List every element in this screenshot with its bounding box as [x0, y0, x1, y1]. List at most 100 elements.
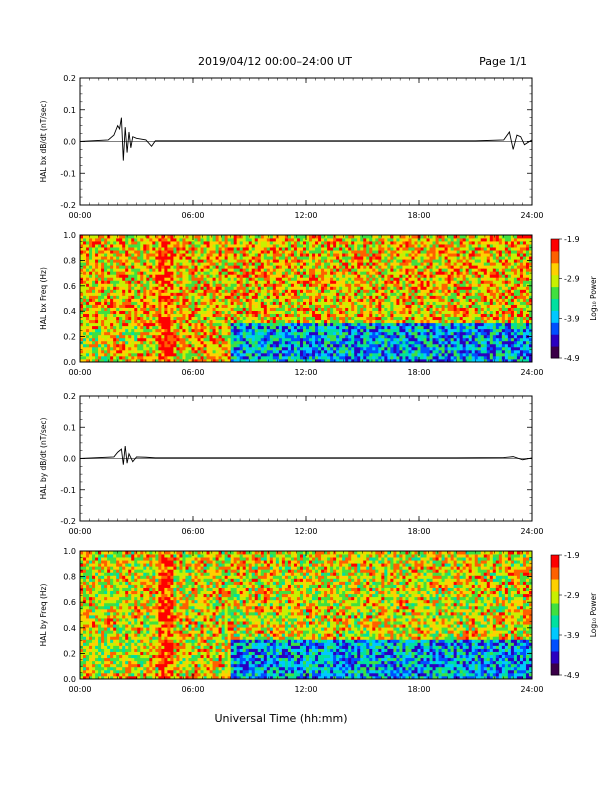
spectrogram-cell [236, 322, 241, 327]
spectrogram-cell [399, 283, 403, 287]
spectrogram-cell [302, 262, 307, 266]
spectrogram-cell [131, 271, 135, 275]
spectrogram-cell [321, 310, 325, 315]
spectrogram-cell [302, 271, 307, 275]
spectrogram-cell [318, 280, 322, 284]
spectrogram-cell [230, 268, 235, 272]
spectrogram-cell [369, 355, 373, 360]
spectrogram-cell [266, 325, 271, 330]
spectrogram-cell [360, 292, 364, 296]
spectrogram-cell [363, 358, 367, 363]
spectrogram-cell [104, 289, 108, 293]
spectrogram-cell [131, 235, 135, 239]
spectrogram-cell [402, 250, 406, 254]
spectrogram-cell [257, 319, 262, 324]
spectrogram-cell [411, 283, 415, 287]
spectrogram-cell [405, 307, 409, 311]
spectrogram-cell [309, 289, 313, 293]
spectrogram-cell [375, 265, 379, 269]
spectrogram-cell [339, 340, 343, 345]
spectrogram-cell [98, 313, 102, 318]
spectrogram-cell [315, 238, 319, 242]
spectrogram-cell [293, 355, 298, 360]
spectrogram-cell [215, 274, 220, 278]
spectrogram-cell [423, 307, 427, 311]
spectrogram-cell [351, 241, 355, 245]
spectrogram-cell [155, 334, 159, 339]
spectrogram-cell [411, 292, 415, 296]
spectrogram-cell [146, 265, 150, 269]
spectrogram-cell [230, 328, 235, 333]
spectrogram-cell [402, 328, 406, 333]
spectrogram-cell [122, 259, 126, 263]
spectrogram-cell [369, 346, 373, 351]
spectrogram-cell [354, 265, 358, 269]
spectrogram-cell [203, 340, 207, 345]
spectrogram-cell [423, 325, 427, 330]
spectrogram-cell [107, 238, 111, 242]
spectrogram-cell [296, 283, 301, 287]
spectrogram-cell [122, 268, 126, 272]
spectrogram-cell [372, 322, 376, 327]
spectrogram-cell [143, 316, 147, 321]
x-tick-label: 12:00 [294, 211, 317, 220]
spectrogram-cell [131, 292, 135, 296]
spectrogram-cell [281, 343, 286, 348]
spectrogram-cell [173, 268, 177, 272]
spectrogram-cell [351, 325, 355, 330]
spectrogram-cell [384, 286, 388, 290]
spectrogram-cell [209, 301, 213, 305]
spectrogram-cell [185, 346, 189, 351]
spectrogram-cell [200, 289, 204, 293]
spectrogram-cell [122, 256, 126, 260]
spectrogram-cell [209, 352, 213, 357]
spectrogram-cell [137, 244, 141, 248]
spectrogram-cell [215, 271, 220, 275]
spectrogram-cell [327, 271, 331, 275]
spectrogram-cell [227, 292, 232, 296]
spectrogram-cell [372, 271, 376, 275]
spectrogram-cell [399, 301, 403, 305]
spectrogram-cell [296, 304, 301, 308]
spectrogram-cell [161, 256, 165, 260]
spectrogram-cell [167, 325, 171, 330]
spectrogram-cell [239, 292, 244, 296]
spectrogram-cell [372, 343, 376, 348]
spectrogram-cell [251, 265, 256, 269]
spectrogram-cell [408, 307, 412, 311]
spectrogram-cell [333, 307, 337, 311]
spectrogram-cell [245, 337, 250, 342]
spectrogram-cell [366, 352, 370, 357]
spectrogram-cell [390, 283, 394, 287]
spectrogram-cell [423, 256, 427, 260]
spectrogram-cell [185, 352, 189, 357]
spectrogram-cell [360, 349, 364, 354]
spectrogram-cell [309, 277, 313, 281]
spectrogram-cell [206, 322, 210, 327]
spectrogram-cell [345, 268, 349, 272]
spectrogram-cell [284, 349, 289, 354]
spectrogram-cell [342, 313, 346, 318]
spectrogram-cell [230, 352, 235, 357]
spectrogram-cell [369, 241, 373, 245]
spectrogram-cell [164, 268, 168, 272]
spectrogram-cell [302, 292, 307, 296]
spectrogram-cell [296, 343, 301, 348]
spectrogram-cell [360, 307, 364, 311]
spectrogram-cell [203, 328, 207, 333]
spectrogram-cell [366, 313, 370, 318]
spectrogram-cell [302, 325, 307, 330]
spectrogram-cell [381, 265, 385, 269]
spectrogram-cell [185, 301, 189, 305]
spectrogram-cell [245, 319, 250, 324]
spectrogram-cell [411, 307, 415, 311]
spectrogram-cell [378, 295, 382, 299]
spectrogram-cell [227, 295, 232, 299]
spectrogram-cell [164, 349, 168, 354]
spectrogram-cell [414, 235, 418, 239]
spectrogram-cell [342, 340, 346, 345]
spectrogram-cell [366, 295, 370, 299]
spectrogram-cell [393, 316, 397, 321]
spectrogram-cell [345, 337, 349, 342]
spectrogram-cell [390, 343, 394, 348]
